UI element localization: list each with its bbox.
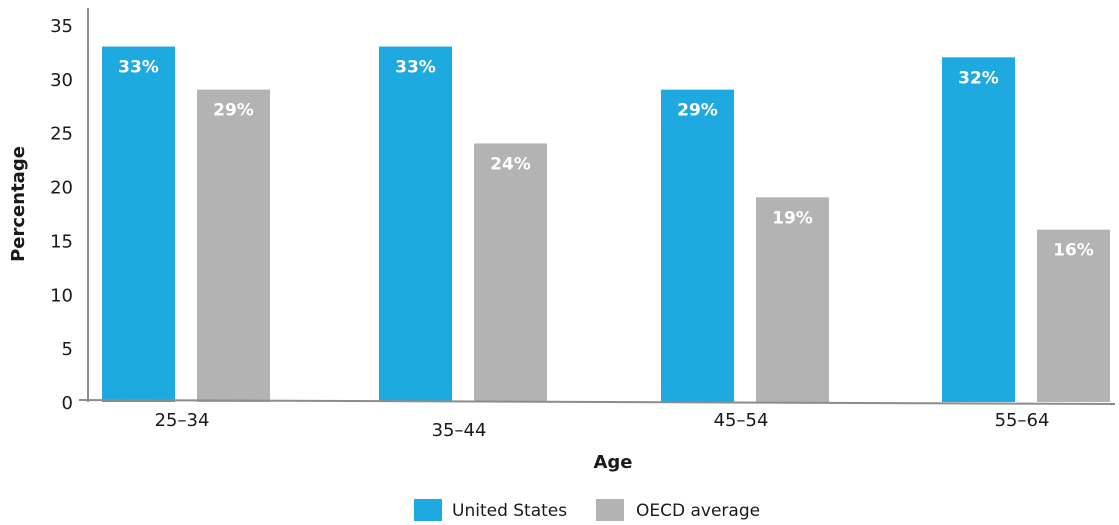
bar-united-states-3 (942, 57, 1015, 403)
y-tick-label: 0 (62, 393, 73, 414)
y-tick-label: 5 (62, 339, 73, 360)
x-tick-label: 25–34 (155, 410, 210, 431)
bar-oecd-average-3 (1037, 229, 1110, 402)
bar-oecd-average-0 (197, 89, 270, 402)
y-axis-title: Percentage (8, 146, 29, 262)
bar-data-label: 32% (958, 68, 999, 88)
x-axis-title: Age (593, 452, 632, 473)
bar-data-label: 33% (395, 58, 436, 78)
bar-united-states-2 (661, 89, 734, 402)
legend-swatch-united-states (414, 499, 442, 521)
bar-data-label: 16% (1053, 241, 1094, 261)
bar-united-states-0 (102, 46, 175, 403)
bar-data-label: 24% (490, 154, 531, 174)
x-axis-line (78, 399, 1116, 405)
legend-label: OECD average (636, 501, 760, 521)
x-tick-label: 45–54 (714, 410, 769, 431)
legend: United States OECD average (414, 499, 760, 521)
y-tick-label: 25 (50, 124, 73, 145)
bar-data-labels: 33% 33% 29% 32% 29% 24% 19% 16% (118, 58, 1094, 261)
x-tick-label: 55–64 (995, 410, 1050, 431)
y-tick-label: 20 (50, 178, 73, 199)
bar-oecd-average-1 (474, 143, 547, 402)
y-tick-label: 10 (50, 285, 73, 306)
bar-oecd-average-2 (756, 197, 829, 402)
bar-data-label: 29% (213, 101, 254, 121)
bar-united-states-1 (379, 46, 452, 403)
bar-data-label: 19% (772, 208, 813, 228)
legend-swatch-oecd-average (596, 499, 624, 521)
bar-data-label: 33% (118, 58, 159, 78)
y-tick-label: 35 (50, 16, 73, 37)
y-axis-ticks: 0 5 10 15 20 25 30 35 (50, 16, 73, 414)
legend-label: United States (452, 501, 567, 521)
x-axis-ticks: 25–34 35–44 45–54 55–64 (155, 410, 1050, 441)
x-tick-label: 35–44 (432, 420, 487, 441)
bars (102, 46, 1110, 403)
bar-data-label: 29% (677, 101, 718, 121)
y-tick-label: 15 (50, 231, 73, 252)
y-tick-label: 30 (50, 70, 73, 91)
